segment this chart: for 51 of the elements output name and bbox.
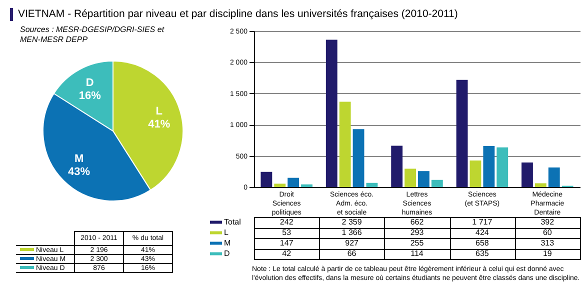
bar	[418, 171, 430, 187]
bar	[326, 40, 338, 187]
data-label: 1 366	[342, 228, 362, 237]
data-label: 658	[476, 238, 490, 248]
data-label: 41%	[148, 118, 170, 131]
data-label: 242	[280, 217, 294, 226]
data-label: 147	[280, 238, 294, 248]
data-label: 255	[410, 238, 424, 248]
data-label: 42	[282, 248, 292, 258]
data-label: 927	[345, 238, 360, 248]
data-label: 2 359	[342, 217, 362, 226]
data-label: 19	[542, 248, 552, 258]
data-label: 313	[540, 238, 555, 248]
bar	[366, 182, 378, 187]
bar	[470, 160, 482, 187]
bar	[456, 80, 468, 187]
bar	[548, 167, 560, 187]
data-label: 635	[476, 248, 490, 258]
legend-label: M	[224, 238, 231, 248]
data-label: 293	[410, 228, 424, 237]
bar	[483, 146, 495, 187]
slice-label: D	[86, 76, 94, 89]
bar	[274, 184, 286, 187]
legend-label: Total	[224, 217, 242, 226]
data-label: 424	[476, 228, 490, 237]
bar	[301, 184, 312, 187]
data-label: 392	[540, 217, 555, 226]
bar	[431, 180, 443, 187]
data-label: 114	[410, 248, 424, 258]
bar	[260, 172, 272, 187]
data-label: 66	[347, 248, 357, 258]
data-label: 60	[542, 228, 552, 237]
bar	[352, 129, 364, 187]
bar	[522, 162, 533, 187]
bar	[404, 168, 416, 187]
bar	[288, 178, 300, 187]
slice-label: L	[156, 106, 163, 118]
data-label: 1 717	[472, 217, 493, 226]
data-label: 43%	[68, 166, 90, 178]
data-label: 16%	[78, 90, 102, 102]
bar	[339, 102, 351, 187]
legend-label: L	[224, 228, 229, 237]
bar	[391, 146, 403, 187]
legend-label: D	[224, 248, 230, 258]
text: VIETNAM - Répartition par niveau et par discipline dans les universités françaises (2010-2011)	[10, 8, 458, 21]
bar	[496, 147, 508, 187]
data-label: 662	[410, 217, 424, 226]
source-note: Sources : MESR-DGESIP/DGRI-SIES et MEN-MESR DEPP	[20, 25, 166, 45]
bar	[534, 183, 546, 187]
slice-label: M	[74, 152, 84, 165]
data-label: 53	[282, 228, 292, 237]
